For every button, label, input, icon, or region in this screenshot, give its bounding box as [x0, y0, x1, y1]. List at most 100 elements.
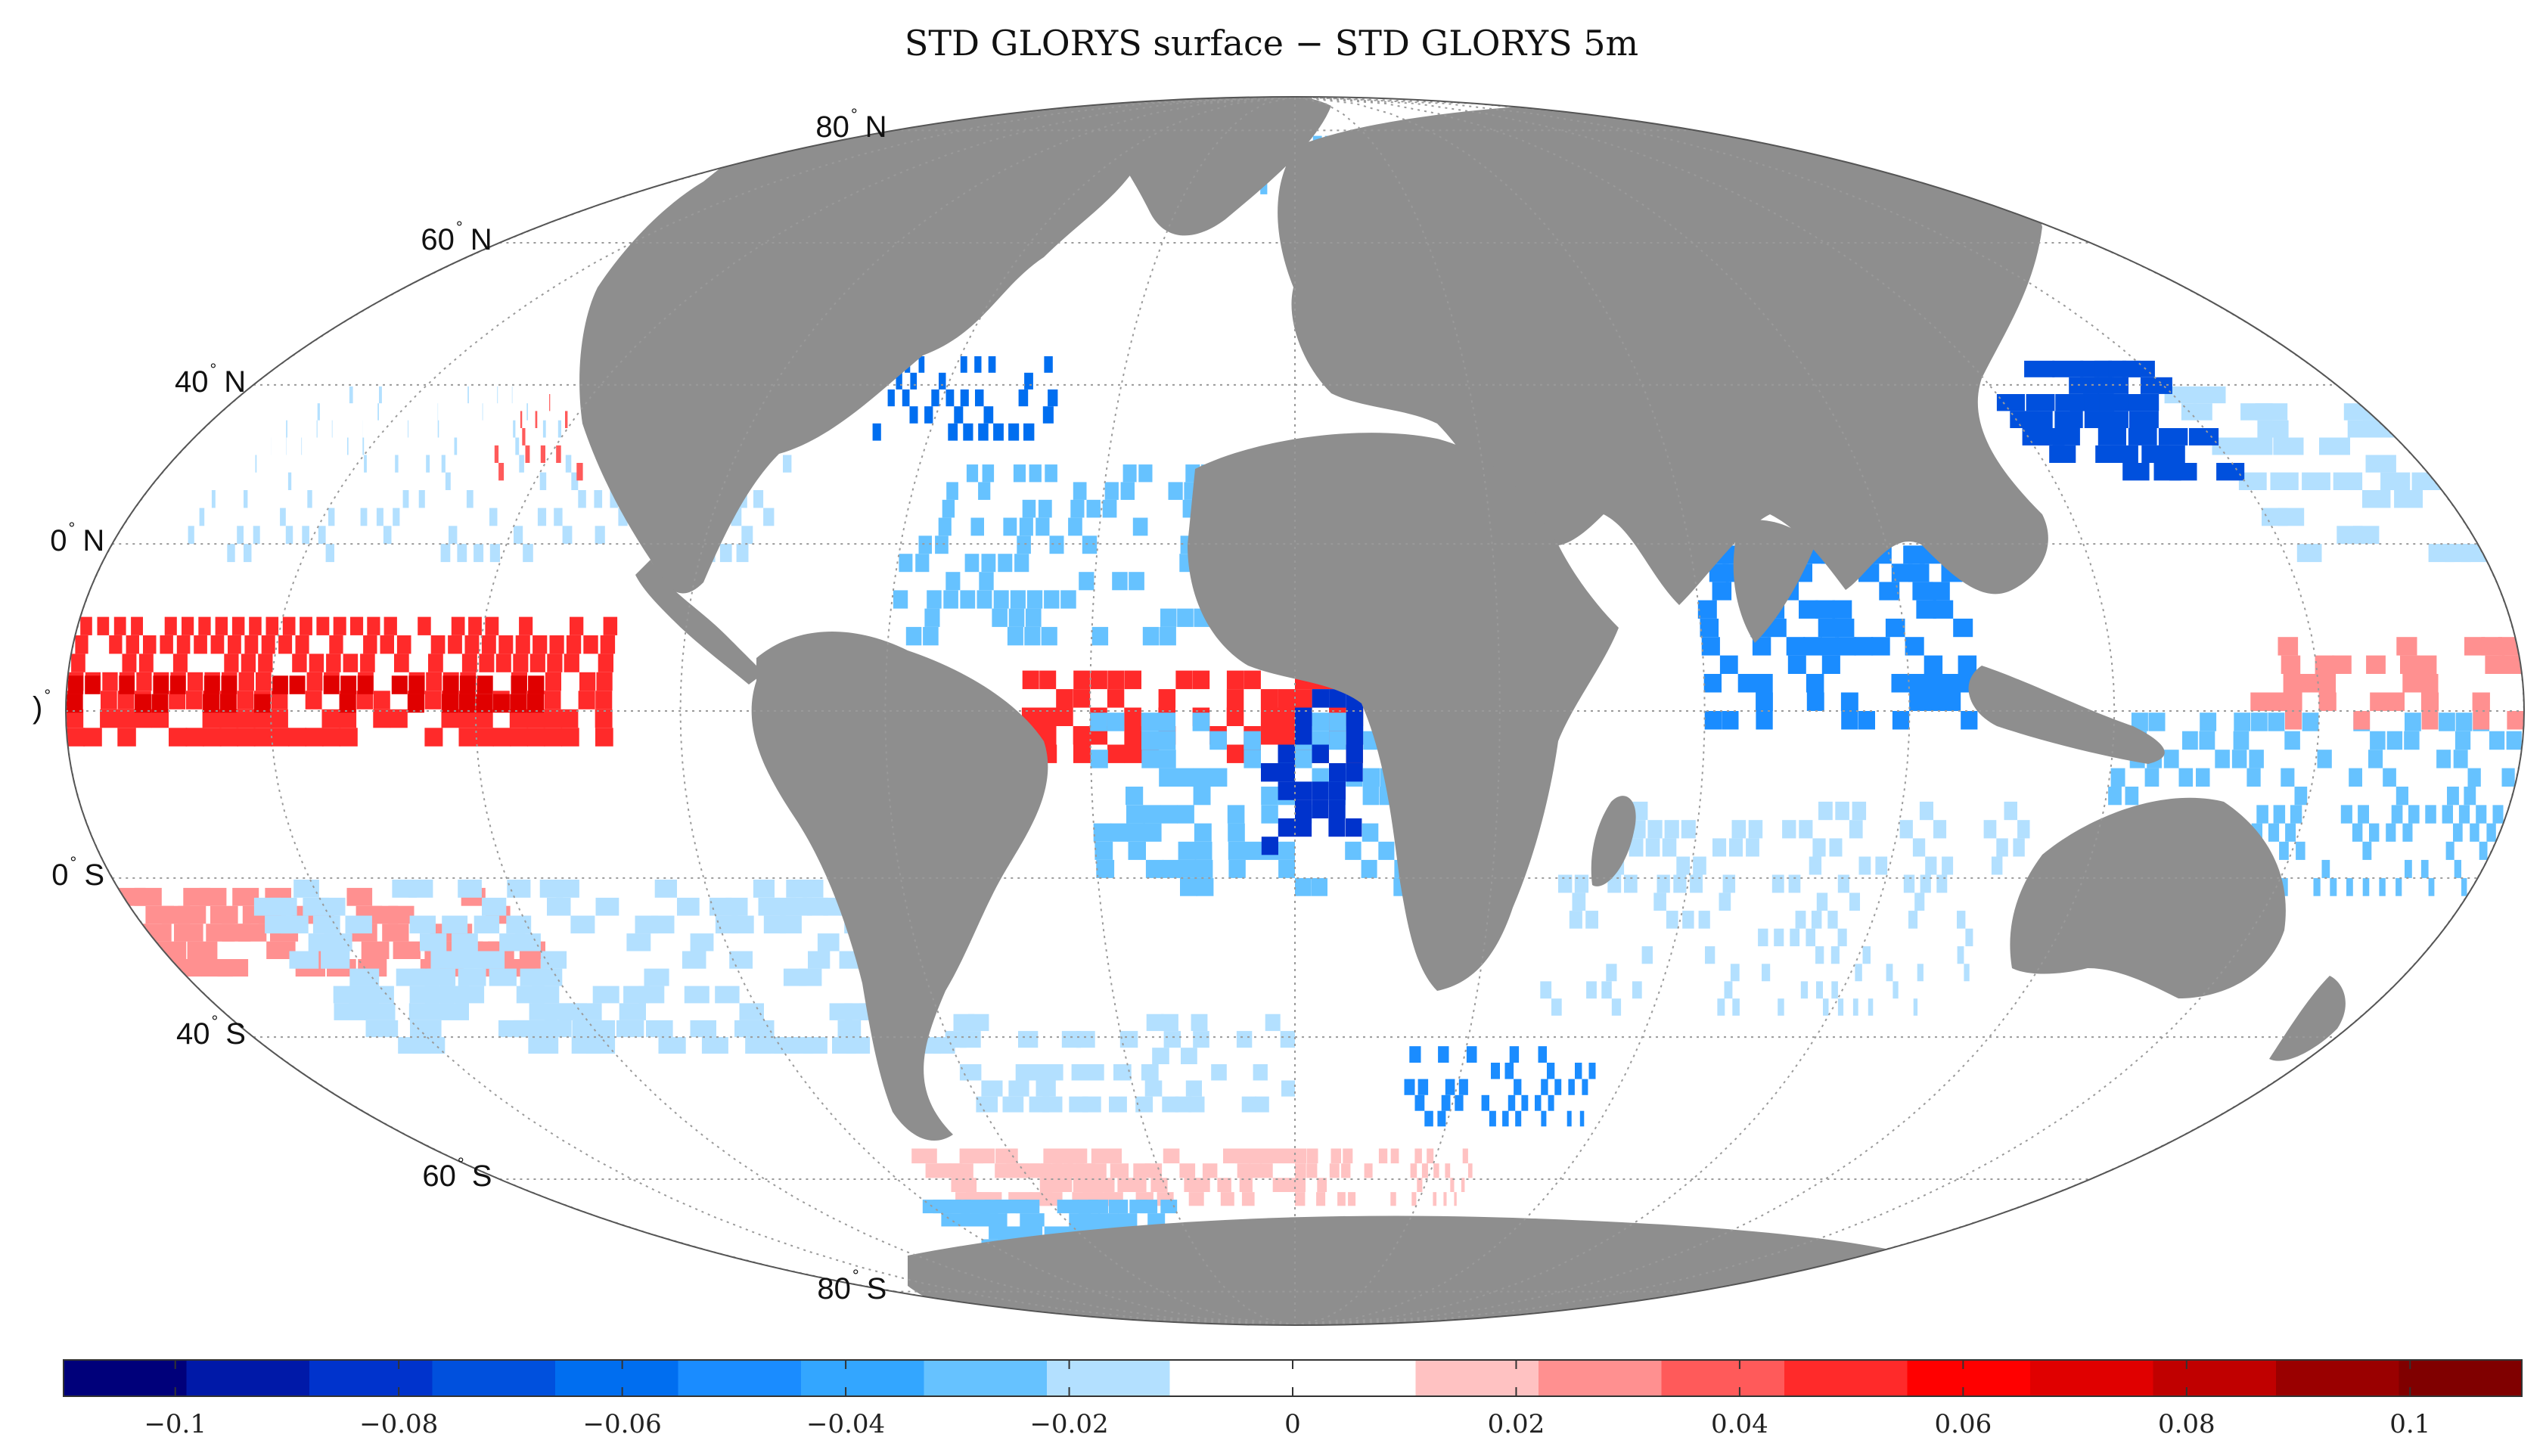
- anomaly-cell: [1312, 799, 1329, 818]
- latitude-value: 80: [815, 110, 849, 144]
- anomaly-cell: [1657, 874, 1670, 893]
- anomaly-cell: [2421, 711, 2439, 730]
- anomaly-cell: [1056, 707, 1073, 726]
- anomaly-cell: [2404, 731, 2420, 750]
- anomaly-cell: [1466, 1046, 1477, 1063]
- anomaly-cell: [1632, 801, 1648, 821]
- anomaly-cell: [1731, 820, 1747, 839]
- anomaly-cell: [300, 616, 312, 635]
- anomaly-cell: [2333, 472, 2363, 490]
- anomaly-cell: [2358, 805, 2369, 824]
- anomaly-cell: [1073, 744, 1091, 763]
- anomaly-cell: [215, 616, 228, 635]
- anomaly-cell: [238, 924, 267, 942]
- map-title: STD GLORYS surface − STD GLORYS 5m: [904, 23, 1639, 64]
- anomaly-cell: [2199, 731, 2215, 750]
- anomaly-cell: [1132, 517, 1148, 536]
- anomaly-cell: [970, 517, 984, 536]
- anomaly-cell: [1682, 911, 1694, 929]
- anomaly-cell: [2099, 394, 2129, 411]
- anomaly-cell: [1086, 499, 1101, 518]
- colorbar-swatch: [1539, 1360, 1663, 1396]
- colorbar-swatch: [309, 1360, 433, 1396]
- anomaly-cell: [1606, 964, 1617, 982]
- anomaly-cell: [1681, 820, 1696, 839]
- anomaly-cell: [321, 709, 340, 728]
- anomaly-cell: [477, 675, 493, 694]
- anomaly-cell: [1278, 707, 1295, 726]
- anomaly-cell: [1514, 1079, 1522, 1095]
- anomaly-cell: [1905, 637, 1924, 656]
- degree-symbol: °: [70, 852, 77, 872]
- anomaly-cell: [1829, 838, 1843, 857]
- anomaly-cell: [1095, 841, 1113, 860]
- meridian-line: [1294, 97, 2116, 1325]
- anomaly-cell: [545, 672, 561, 691]
- anomaly-cell: [515, 437, 520, 455]
- anomaly-cell: [511, 675, 527, 694]
- anomaly-cell: [2285, 823, 2296, 842]
- anomaly-cell: [1712, 838, 1727, 857]
- anomaly-cell: [583, 635, 598, 654]
- anomaly-cell: [1295, 707, 1312, 726]
- anomaly-cell: [2268, 823, 2280, 842]
- anomaly-cell: [117, 728, 136, 747]
- anomaly-cell: [1693, 856, 1706, 875]
- anomaly-cell: [1073, 689, 1091, 708]
- anomaly-cell: [2485, 655, 2505, 674]
- anomaly-cell: [286, 420, 287, 438]
- anomaly-cell: [1142, 626, 1160, 646]
- anomaly-cell: [412, 1037, 446, 1054]
- hemisphere-letter: N: [224, 365, 247, 399]
- anomaly-cell: [169, 675, 186, 694]
- anomaly-cell: [442, 694, 459, 713]
- anomaly-cell: [1983, 820, 1997, 839]
- anomaly-cell: [1295, 689, 1312, 708]
- anomaly-cell: [170, 959, 203, 977]
- anomaly-cell: [324, 933, 352, 952]
- hemisphere-letter: S: [84, 858, 105, 892]
- anomaly-cell: [1799, 820, 1813, 839]
- anomaly-cell: [2140, 377, 2172, 394]
- anomaly-cell: [1378, 1148, 1388, 1164]
- degree-symbol: °: [210, 359, 217, 379]
- anomaly-cell: [1837, 874, 1849, 893]
- anomaly-cell: [287, 472, 292, 490]
- anomaly-cell: [1110, 823, 1129, 842]
- anomaly-cell: [349, 386, 353, 404]
- hemisphere-letter: S: [471, 1160, 492, 1194]
- latitude-value: 0: [51, 858, 69, 892]
- anomaly-cell: [1194, 841, 1213, 860]
- anomaly-cell: [1126, 787, 1144, 806]
- anomaly-cell: [1943, 692, 1961, 711]
- anomaly-cell: [2257, 420, 2289, 438]
- anomaly-cell: [1188, 1096, 1205, 1113]
- anomaly-cell: [1502, 1110, 1509, 1127]
- anomaly-cell: [1306, 1148, 1318, 1164]
- meridian-line: [884, 97, 1296, 1325]
- anomaly-cell: [228, 635, 241, 654]
- anomaly-cell: [1124, 707, 1141, 726]
- anomaly-cell: [376, 508, 383, 526]
- anomaly-cell: [1809, 856, 1822, 875]
- anomaly-cell: [1312, 781, 1329, 800]
- anomaly-cell: [1042, 1096, 1063, 1113]
- anomaly-cell: [2049, 445, 2076, 463]
- anomaly-cell: [1712, 582, 1732, 601]
- anomaly-cell: [266, 941, 296, 959]
- anomaly-cell: [1008, 423, 1020, 441]
- greenland: [1089, 97, 1331, 236]
- mollweide-map: [65, 96, 2525, 1326]
- anomaly-cell: [2396, 637, 2417, 656]
- anomaly-cell: [1840, 692, 1858, 711]
- anomaly-cell: [1823, 998, 1829, 1016]
- degree-symbol: °: [44, 685, 51, 705]
- anomaly-cell: [1295, 726, 1312, 745]
- anomaly-cell: [924, 406, 933, 424]
- anomaly-cell: [2461, 877, 2467, 896]
- anomaly-cell: [2447, 787, 2459, 806]
- anomaly-cell: [1017, 536, 1031, 554]
- anomaly-cell: [97, 616, 110, 635]
- anomaly-cell: [1175, 670, 1193, 690]
- colorbar-swatch: [2399, 1360, 2523, 1396]
